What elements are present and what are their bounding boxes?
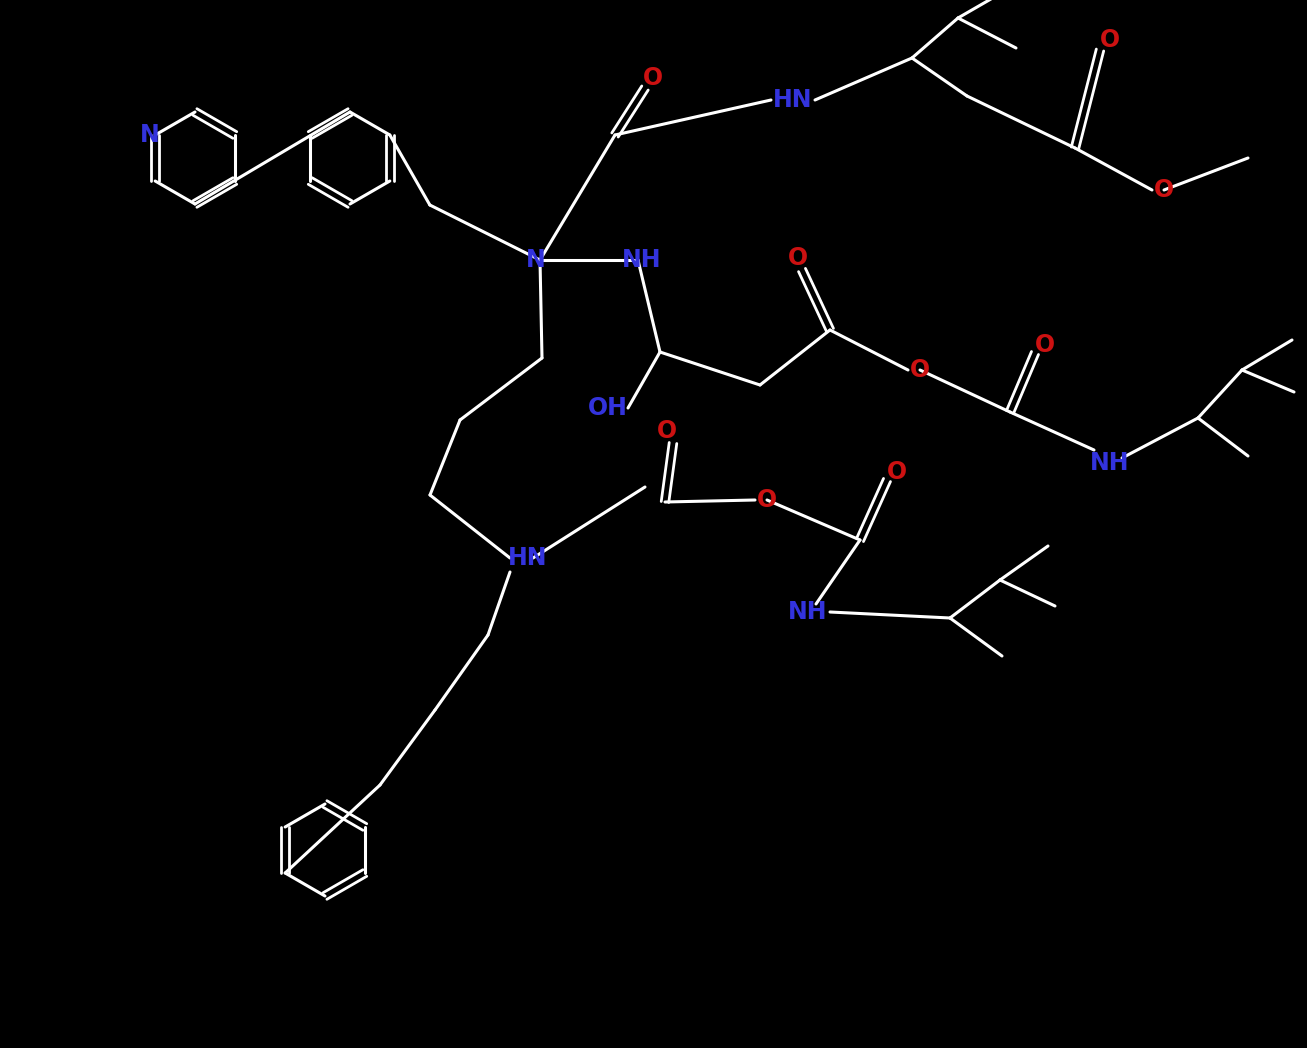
Text: N: N — [527, 248, 546, 272]
Text: O: O — [1100, 28, 1120, 52]
Text: O: O — [887, 460, 907, 484]
Text: O: O — [788, 246, 808, 270]
Text: O: O — [1035, 333, 1055, 357]
Text: HN: HN — [508, 546, 548, 570]
Text: O: O — [657, 419, 677, 443]
Text: N: N — [140, 123, 159, 147]
Text: O: O — [1154, 178, 1174, 202]
Text: HN: HN — [774, 88, 813, 112]
Text: O: O — [910, 358, 931, 383]
Text: NH: NH — [622, 248, 661, 272]
Text: O: O — [757, 488, 778, 512]
Text: NH: NH — [788, 601, 827, 624]
Text: OH: OH — [588, 396, 627, 420]
Text: O: O — [643, 66, 663, 90]
Text: NH: NH — [1090, 451, 1129, 475]
